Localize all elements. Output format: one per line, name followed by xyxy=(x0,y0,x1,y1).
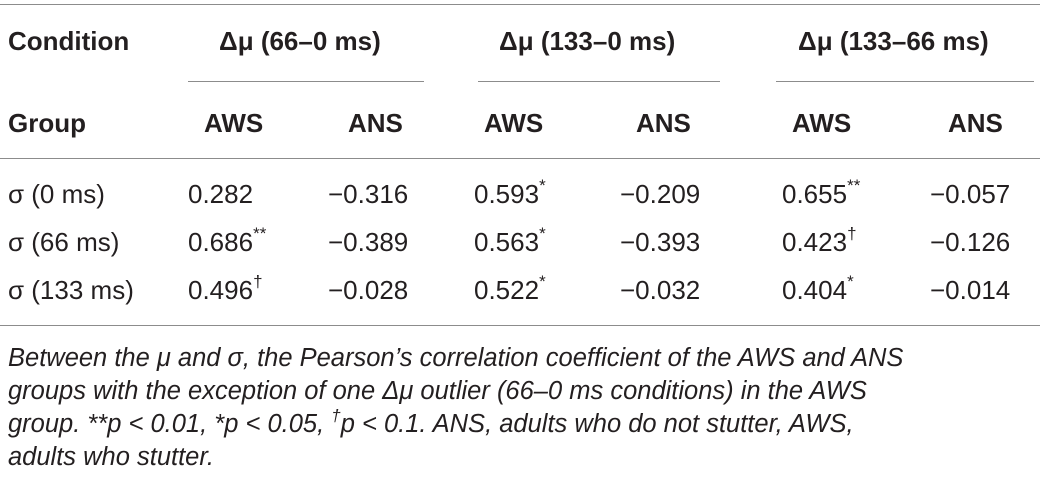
table-footnote: Between the μ and σ, the Pearson’s corre… xyxy=(8,342,1034,474)
table-cell: −0.014 xyxy=(930,275,1011,305)
condition-header: Condition xyxy=(8,26,130,56)
footnote-line: adults who stutter. xyxy=(8,443,214,471)
column-header-ans-2: ANS xyxy=(636,108,691,138)
table-cell: 0.282 xyxy=(188,179,254,209)
row-label-sigma-133: σ (133 ms) xyxy=(8,275,134,305)
group-underline-1 xyxy=(188,81,424,82)
table-cell: −0.389 xyxy=(328,227,409,257)
table-cell: 0.404* xyxy=(782,272,854,305)
column-header-ans-1: ANS xyxy=(348,108,403,138)
header-bottom-rule xyxy=(0,158,1040,159)
footnote-line: group. **p < 0.01, *p < 0.05, †p < 0.1. … xyxy=(8,405,854,439)
table-cell: 0.496† xyxy=(188,272,263,305)
footnote-line: Between the μ and σ, the Pearson’s corre… xyxy=(8,344,904,372)
footnote-line: groups with the exception of one Δμ outl… xyxy=(8,377,867,405)
group-header-2: Δμ (133–0 ms) xyxy=(499,26,676,56)
group-header-1: Δμ (66–0 ms) xyxy=(219,26,381,56)
table-cell: 0.686** xyxy=(188,224,267,257)
table-cell: 0.655** xyxy=(782,176,861,209)
group-header-3: Δμ (133–66 ms) xyxy=(798,26,989,56)
table-cell: 0.423† xyxy=(782,224,857,257)
row-label-sigma-0: σ (0 ms) xyxy=(8,179,105,209)
table-cell: −0.032 xyxy=(620,275,701,305)
column-header-aws-3: AWS xyxy=(792,108,852,138)
table-cell: −0.057 xyxy=(930,179,1011,209)
table-cell: 0.522* xyxy=(474,272,546,305)
table-cell: −0.393 xyxy=(620,227,701,257)
group-underline-2 xyxy=(478,81,720,82)
column-header-aws-1: AWS xyxy=(204,108,264,138)
dagger-symbol: † xyxy=(331,405,341,425)
column-header-ans-3: ANS xyxy=(948,108,1003,138)
table-cell: 0.563* xyxy=(474,224,546,257)
column-header-aws-2: AWS xyxy=(484,108,544,138)
table-cell: −0.316 xyxy=(328,179,409,209)
row-label-sigma-66: σ (66 ms) xyxy=(8,227,120,257)
group-underline-3 xyxy=(776,81,1034,82)
table-cell: 0.593* xyxy=(474,176,546,209)
table-bottom-rule xyxy=(0,325,1040,326)
group-row-header: Group xyxy=(8,108,86,138)
table-cell: −0.028 xyxy=(328,275,409,305)
top-rule xyxy=(0,4,1040,5)
table-cell: −0.126 xyxy=(930,227,1011,257)
table-cell: −0.209 xyxy=(620,179,701,209)
